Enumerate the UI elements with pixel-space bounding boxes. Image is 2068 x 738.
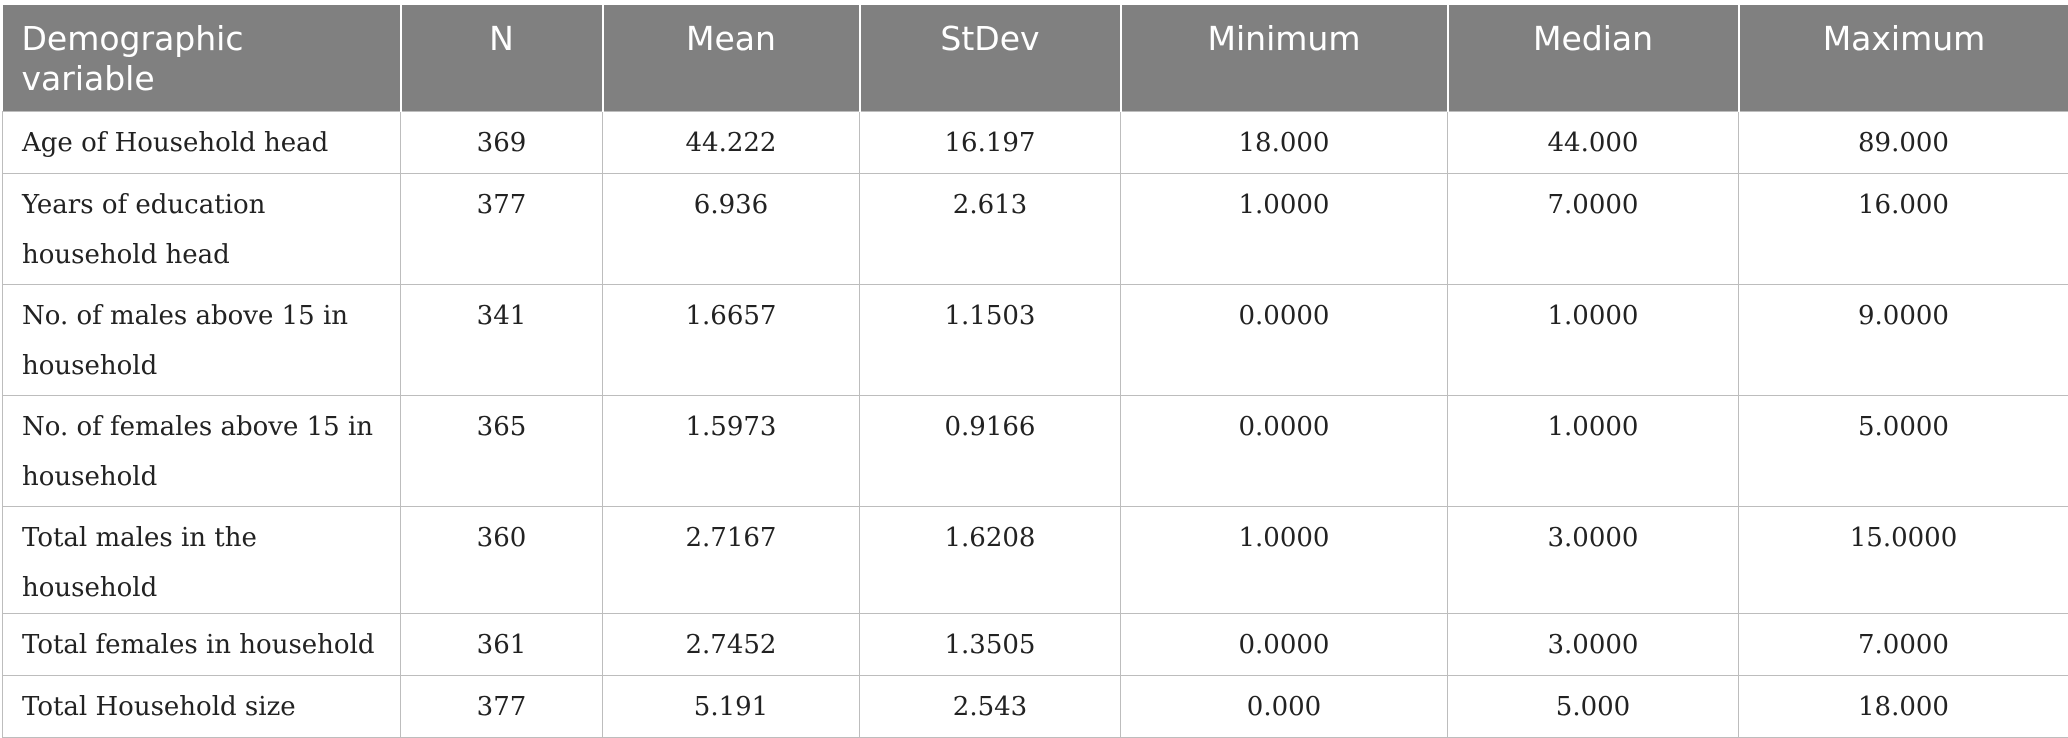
cell-stdev: 1.3505 [860,614,1121,676]
column-header-demographic-variable: Demographic variable [3,5,401,112]
cell-mean: 1.6657 [603,285,860,396]
row-label: Total males in the household [3,507,401,614]
table-row: Age of Household head 369 44.222 16.197 … [3,112,2068,174]
table-row: Total males in the household 360 2.7167 … [3,507,2068,614]
table-row: No. of females above 15 in household 365… [3,396,2068,507]
cell-n: 369 [401,112,603,174]
cell-n: 365 [401,396,603,507]
cell-minimum: 0.000 [1121,676,1448,738]
cell-minimum: 0.0000 [1121,285,1448,396]
cell-median: 1.0000 [1448,285,1739,396]
cell-median: 5.000 [1448,676,1739,738]
cell-median: 3.0000 [1448,614,1739,676]
cell-stdev: 1.6208 [860,507,1121,614]
cell-maximum: 89.000 [1739,112,2068,174]
cell-minimum: 18.000 [1121,112,1448,174]
cell-median: 44.000 [1448,112,1739,174]
cell-maximum: 9.0000 [1739,285,2068,396]
cell-mean: 2.7167 [603,507,860,614]
cell-mean: 44.222 [603,112,860,174]
row-label: Total females in household [3,614,401,676]
cell-maximum: 7.0000 [1739,614,2068,676]
cell-mean: 6.936 [603,174,860,285]
cell-minimum: 1.0000 [1121,507,1448,614]
row-label: Age of Household head [3,112,401,174]
cell-minimum: 0.0000 [1121,614,1448,676]
table-row: No. of males above 15 in household 341 1… [3,285,2068,396]
cell-minimum: 1.0000 [1121,174,1448,285]
cell-stdev: 16.197 [860,112,1121,174]
cell-n: 377 [401,676,603,738]
table-row: Total Household size 377 5.191 2.543 0.0… [3,676,2068,738]
cell-median: 1.0000 [1448,396,1739,507]
row-label: No. of males above 15 in household [3,285,401,396]
column-header-maximum: Maximum [1739,5,2068,112]
table-row: Years of education household head 377 6.… [3,174,2068,285]
demographic-table-container: Demographic variable N Mean StDev Minimu… [2,5,2068,738]
column-header-median: Median [1448,5,1739,112]
table-header-row: Demographic variable N Mean StDev Minimu… [3,5,2068,112]
row-label: No. of females above 15 in household [3,396,401,507]
cell-mean: 2.7452 [603,614,860,676]
cell-n: 377 [401,174,603,285]
column-header-stdev: StDev [860,5,1121,112]
cell-median: 7.0000 [1448,174,1739,285]
row-label: Years of education household head [3,174,401,285]
row-label: Total Household size [3,676,401,738]
column-header-minimum: Minimum [1121,5,1448,112]
cell-stdev: 0.9166 [860,396,1121,507]
cell-mean: 1.5973 [603,396,860,507]
demographic-statistics-table: Demographic variable N Mean StDev Minimu… [2,5,2068,738]
cell-stdev: 2.613 [860,174,1121,285]
column-header-mean: Mean [603,5,860,112]
cell-n: 361 [401,614,603,676]
cell-median: 3.0000 [1448,507,1739,614]
cell-maximum: 16.000 [1739,174,2068,285]
cell-stdev: 2.543 [860,676,1121,738]
cell-mean: 5.191 [603,676,860,738]
cell-minimum: 0.0000 [1121,396,1448,507]
cell-stdev: 1.1503 [860,285,1121,396]
cell-n: 360 [401,507,603,614]
cell-n: 341 [401,285,603,396]
column-header-n: N [401,5,603,112]
table-row: Total females in household 361 2.7452 1.… [3,614,2068,676]
cell-maximum: 15.0000 [1739,507,2068,614]
cell-maximum: 18.000 [1739,676,2068,738]
cell-maximum: 5.0000 [1739,396,2068,507]
